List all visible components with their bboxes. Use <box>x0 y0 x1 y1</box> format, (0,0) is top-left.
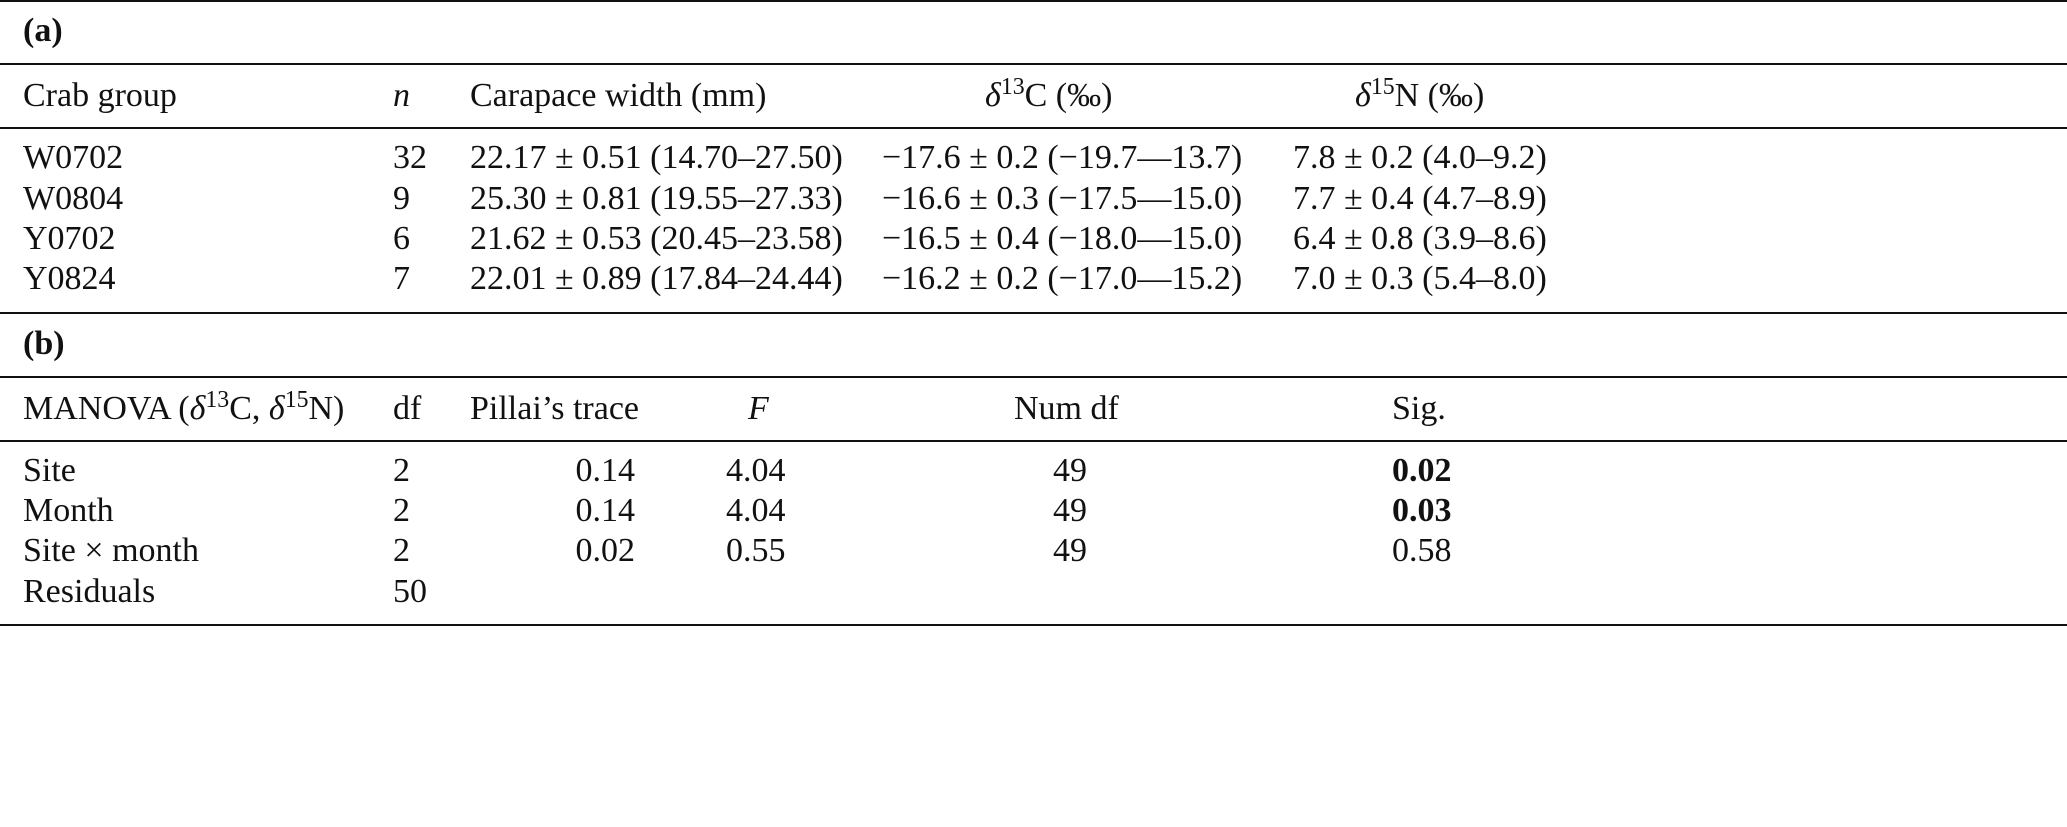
header-f: F <box>748 390 769 427</box>
cell-sig: 0.03 <box>1392 492 1452 529</box>
cell-num-df: 49 <box>1053 492 1087 529</box>
cell-d13c: −16.5 ± 0.4 (−18.0—15.0) <box>882 220 1243 257</box>
manova-middle: C, <box>229 390 269 427</box>
cell-d15n: 7.7 ± 0.4 (4.7–8.9) <box>1293 180 1547 217</box>
cell-num-df: 49 <box>1053 532 1087 569</box>
delta-symbol: δ <box>189 390 206 427</box>
cell-df: 2 <box>393 452 410 489</box>
delta-symbol: δ <box>985 77 1001 114</box>
header-sig: Sig. <box>1392 390 1446 427</box>
cell-d15n: 6.4 ± 0.8 (3.9–8.6) <box>1293 220 1547 257</box>
rule-below-label-a <box>0 63 2067 65</box>
manova-prefix: MANOVA ( <box>23 390 190 427</box>
cell-d13c: −16.6 ± 0.3 (−17.5—15.0) <box>882 180 1243 217</box>
cell-group: W0804 <box>23 180 124 217</box>
delta-symbol: δ <box>1355 77 1371 114</box>
cell-pillai: 0.14 <box>575 452 636 489</box>
rule-between-parts <box>0 312 2067 314</box>
cell-f: 4.04 <box>726 492 786 529</box>
header-d15n: δ15N (‰) <box>1355 74 1485 116</box>
rule-below-label-b <box>0 376 2067 378</box>
cell-df: 50 <box>393 573 427 610</box>
cell-carapace-width: 22.01 ± 0.89 (17.84–24.44) <box>470 260 843 297</box>
cell-factor: Site × month <box>23 532 199 569</box>
cell-n: 6 <box>393 220 410 257</box>
cell-pillai: 0.02 <box>575 532 636 569</box>
header-n: n <box>393 77 410 114</box>
cell-d15n: 7.0 ± 0.3 (5.4–8.0) <box>1293 260 1547 297</box>
cell-carapace-width: 21.62 ± 0.53 (20.45–23.58) <box>470 220 843 257</box>
cell-d15n: 7.8 ± 0.2 (4.0–9.2) <box>1293 139 1547 176</box>
isotope-mass: 13 <box>1000 74 1025 101</box>
part-a-label: (a) <box>23 12 63 49</box>
cell-group: W0702 <box>23 139 124 176</box>
part-b-label: (b) <box>23 325 65 362</box>
header-manova: MANOVA (δ13C, δ15N) <box>23 387 345 429</box>
cell-factor: Site <box>23 452 76 489</box>
header-pillai: Pillai’s trace <box>470 390 640 427</box>
header-carapace-width: Carapace width (mm) <box>470 77 767 114</box>
header-num-df: Num df <box>1014 390 1119 427</box>
cell-factor: Month <box>23 492 114 529</box>
cell-n: 32 <box>393 139 427 176</box>
isotope-unit: C (‰) <box>1024 77 1113 114</box>
cell-n: 7 <box>393 260 410 297</box>
rule-below-header-b <box>0 440 2067 442</box>
header-d13c: δ13C (‰) <box>985 74 1113 116</box>
top-rule <box>0 0 2067 2</box>
cell-num-df: 49 <box>1053 452 1087 489</box>
manova-suffix: N) <box>308 390 345 427</box>
cell-sig: 0.02 <box>1392 452 1452 489</box>
isotope-mass: 15 <box>284 387 309 414</box>
cell-carapace-width: 25.30 ± 0.81 (19.55–27.33) <box>470 180 843 217</box>
bottom-rule <box>0 624 2067 626</box>
cell-sig: 0.58 <box>1392 532 1452 569</box>
cell-f: 0.55 <box>726 532 786 569</box>
header-df: df <box>393 390 422 427</box>
cell-carapace-width: 22.17 ± 0.51 (14.70–27.50) <box>470 139 843 176</box>
cell-d13c: −16.2 ± 0.2 (−17.0—15.2) <box>882 260 1243 297</box>
cell-df: 2 <box>393 532 410 569</box>
cell-f: 4.04 <box>726 452 786 489</box>
isotope-mass: 15 <box>1370 74 1395 101</box>
isotope-unit: N (‰) <box>1394 77 1485 114</box>
rule-below-header-a <box>0 127 2067 129</box>
cell-pillai: 0.14 <box>575 492 636 529</box>
cell-group: Y0824 <box>23 260 116 297</box>
cell-df: 2 <box>393 492 410 529</box>
cell-factor: Residuals <box>23 573 156 610</box>
header-crab-group: Crab group <box>23 77 177 114</box>
cell-group: Y0702 <box>23 220 116 257</box>
cell-n: 9 <box>393 180 410 217</box>
isotope-mass: 13 <box>205 387 230 414</box>
cell-d13c: −17.6 ± 0.2 (−19.7—13.7) <box>882 139 1243 176</box>
delta-symbol: δ <box>268 390 285 427</box>
